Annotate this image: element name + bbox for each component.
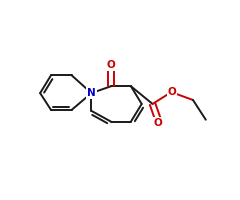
- Text: O: O: [107, 60, 115, 70]
- Text: N: N: [87, 88, 96, 98]
- Text: O: O: [168, 87, 177, 97]
- Text: O: O: [153, 118, 162, 128]
